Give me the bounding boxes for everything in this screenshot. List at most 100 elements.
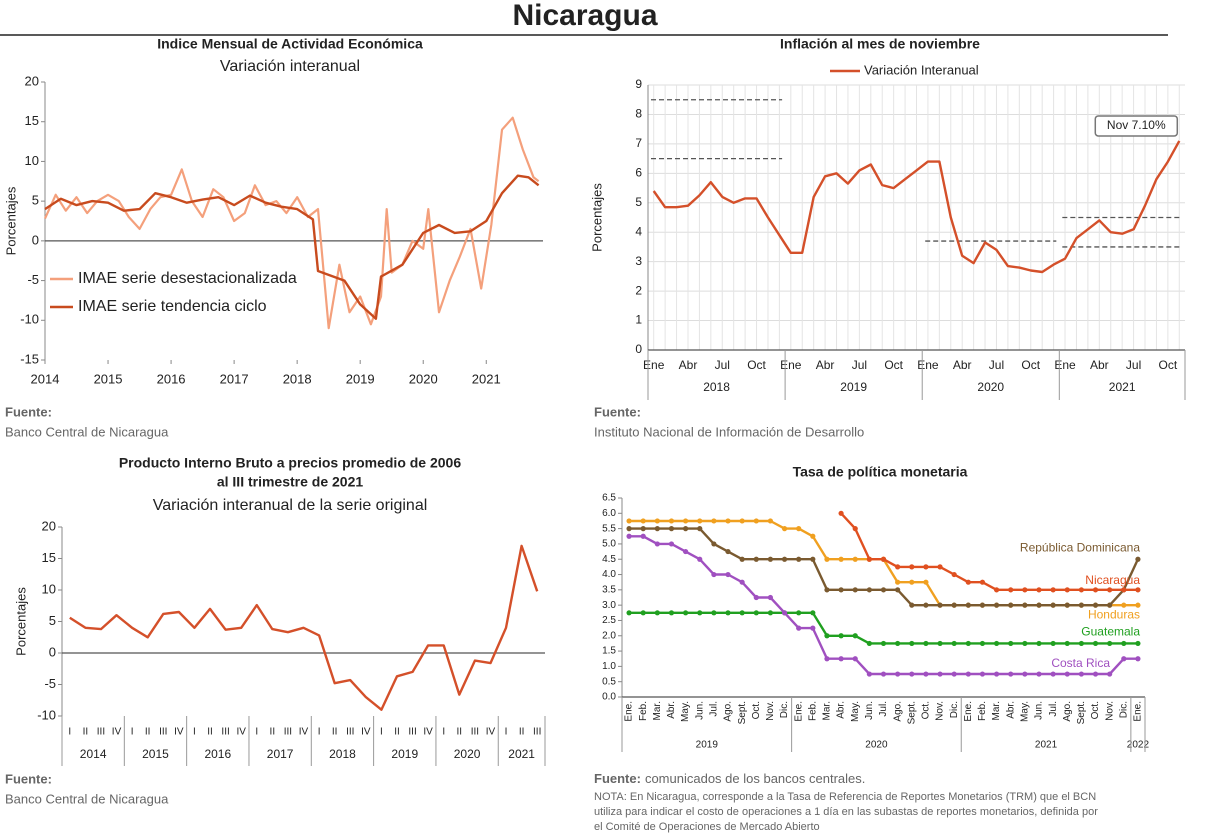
point (725, 518, 731, 524)
group-label: 2021 (1109, 380, 1136, 394)
point (880, 587, 887, 593)
point (796, 526, 802, 532)
point (824, 633, 830, 639)
x-tick-label: 2015 (94, 371, 123, 386)
point (1107, 640, 1113, 647)
point (668, 541, 675, 547)
point (781, 526, 788, 532)
y-tick-label: 1 (635, 313, 642, 327)
point (1135, 587, 1141, 593)
point (626, 610, 632, 616)
point (1064, 587, 1070, 593)
y-tick-label: 4.0 (602, 569, 616, 580)
y-tick-label: 3 (635, 254, 642, 268)
point (654, 541, 660, 547)
x-tick-label: 2020 (409, 371, 438, 386)
x-tick-label: Jul (715, 358, 730, 372)
point (1121, 640, 1127, 647)
chart-subtitle: Variación interanual de la serie origina… (153, 497, 428, 514)
y-axis-label: Porcentajes (3, 186, 18, 255)
y-tick-label: 1.5 (602, 646, 616, 657)
point (895, 640, 901, 647)
point (739, 556, 745, 562)
y-tick-label: -10 (37, 707, 56, 722)
x-tick-label: I (380, 727, 383, 738)
group-label: 2017 (267, 747, 294, 761)
group-label: 2019 (696, 740, 719, 751)
source-label: Fuente: (5, 404, 52, 419)
point (1064, 640, 1070, 647)
series-line (652, 140, 1181, 274)
x-tick-label: May. (680, 701, 691, 722)
point (993, 640, 1000, 647)
point (640, 526, 646, 532)
x-tick-label: III (533, 727, 541, 738)
point (979, 671, 986, 677)
point (1050, 587, 1056, 593)
point (937, 640, 943, 647)
x-tick-label: II (394, 727, 400, 738)
x-tick-label: II (270, 727, 276, 738)
x-tick-label: IV (486, 727, 496, 738)
point (866, 671, 872, 677)
group-label: 2015 (142, 747, 169, 761)
point (697, 518, 703, 524)
x-tick-label: Feb. (977, 701, 988, 721)
note: NOTA: En Nicaragua, corresponde a la Tas… (594, 791, 1096, 803)
point (923, 640, 929, 647)
point (866, 556, 872, 562)
x-tick-label: Abr (679, 358, 698, 372)
x-tick-label: Sept. (1076, 701, 1087, 724)
point (767, 556, 774, 562)
point (965, 671, 971, 677)
y-tick-label: 8 (635, 107, 642, 121)
point (838, 556, 844, 562)
y-tick-label: 10 (25, 153, 39, 168)
y-tick-label: 5.0 (602, 539, 616, 550)
x-tick-label: Abr. (1005, 701, 1016, 719)
series-label: Honduras (1088, 607, 1140, 621)
point (979, 602, 986, 608)
point (767, 594, 774, 601)
y-tick-label: -15 (20, 351, 39, 366)
point (1036, 640, 1042, 647)
legend-label: IMAE serie desestacionalizada (78, 270, 297, 287)
point (951, 640, 957, 647)
x-tick-label: Feb. (638, 701, 649, 721)
point (711, 571, 717, 578)
y-tick-label: 20 (42, 518, 56, 533)
source-text: Banco Central de Nicaragua (5, 791, 169, 806)
source-text: Banco Central de Nicaragua (5, 424, 169, 439)
point (810, 556, 816, 562)
x-tick-label: Mar. (652, 701, 663, 720)
source-text: Instituto Nacional de Información de Des… (594, 424, 864, 439)
point (753, 556, 759, 562)
y-tick-label: 2.5 (602, 615, 616, 626)
x-tick-label: Oct. (921, 701, 932, 719)
x-tick-label: Oct. (751, 701, 762, 719)
x-tick-label: Abr (953, 358, 972, 372)
point (767, 610, 774, 616)
x-tick-label: Jul. (709, 701, 720, 717)
y-tick-label: 0.0 (602, 692, 616, 703)
point (880, 671, 887, 677)
x-tick-label: I (68, 727, 71, 738)
point (923, 671, 929, 677)
point (838, 656, 844, 662)
group-label: 2022 (1127, 740, 1150, 751)
x-tick-label: Oct. (1090, 701, 1101, 719)
x-tick-label: Abr. (836, 701, 847, 719)
point (852, 633, 858, 639)
x-tick-label: Dic. (1118, 701, 1129, 718)
point (1022, 602, 1028, 608)
x-tick-label: Ene (780, 358, 802, 372)
point (993, 587, 1000, 593)
point (824, 656, 830, 662)
series-line (69, 544, 539, 711)
y-tick-label: 5 (635, 195, 642, 209)
point (852, 656, 858, 662)
point (796, 610, 802, 616)
x-tick-label: IV (423, 727, 433, 738)
point (895, 587, 901, 593)
point (1022, 671, 1028, 677)
